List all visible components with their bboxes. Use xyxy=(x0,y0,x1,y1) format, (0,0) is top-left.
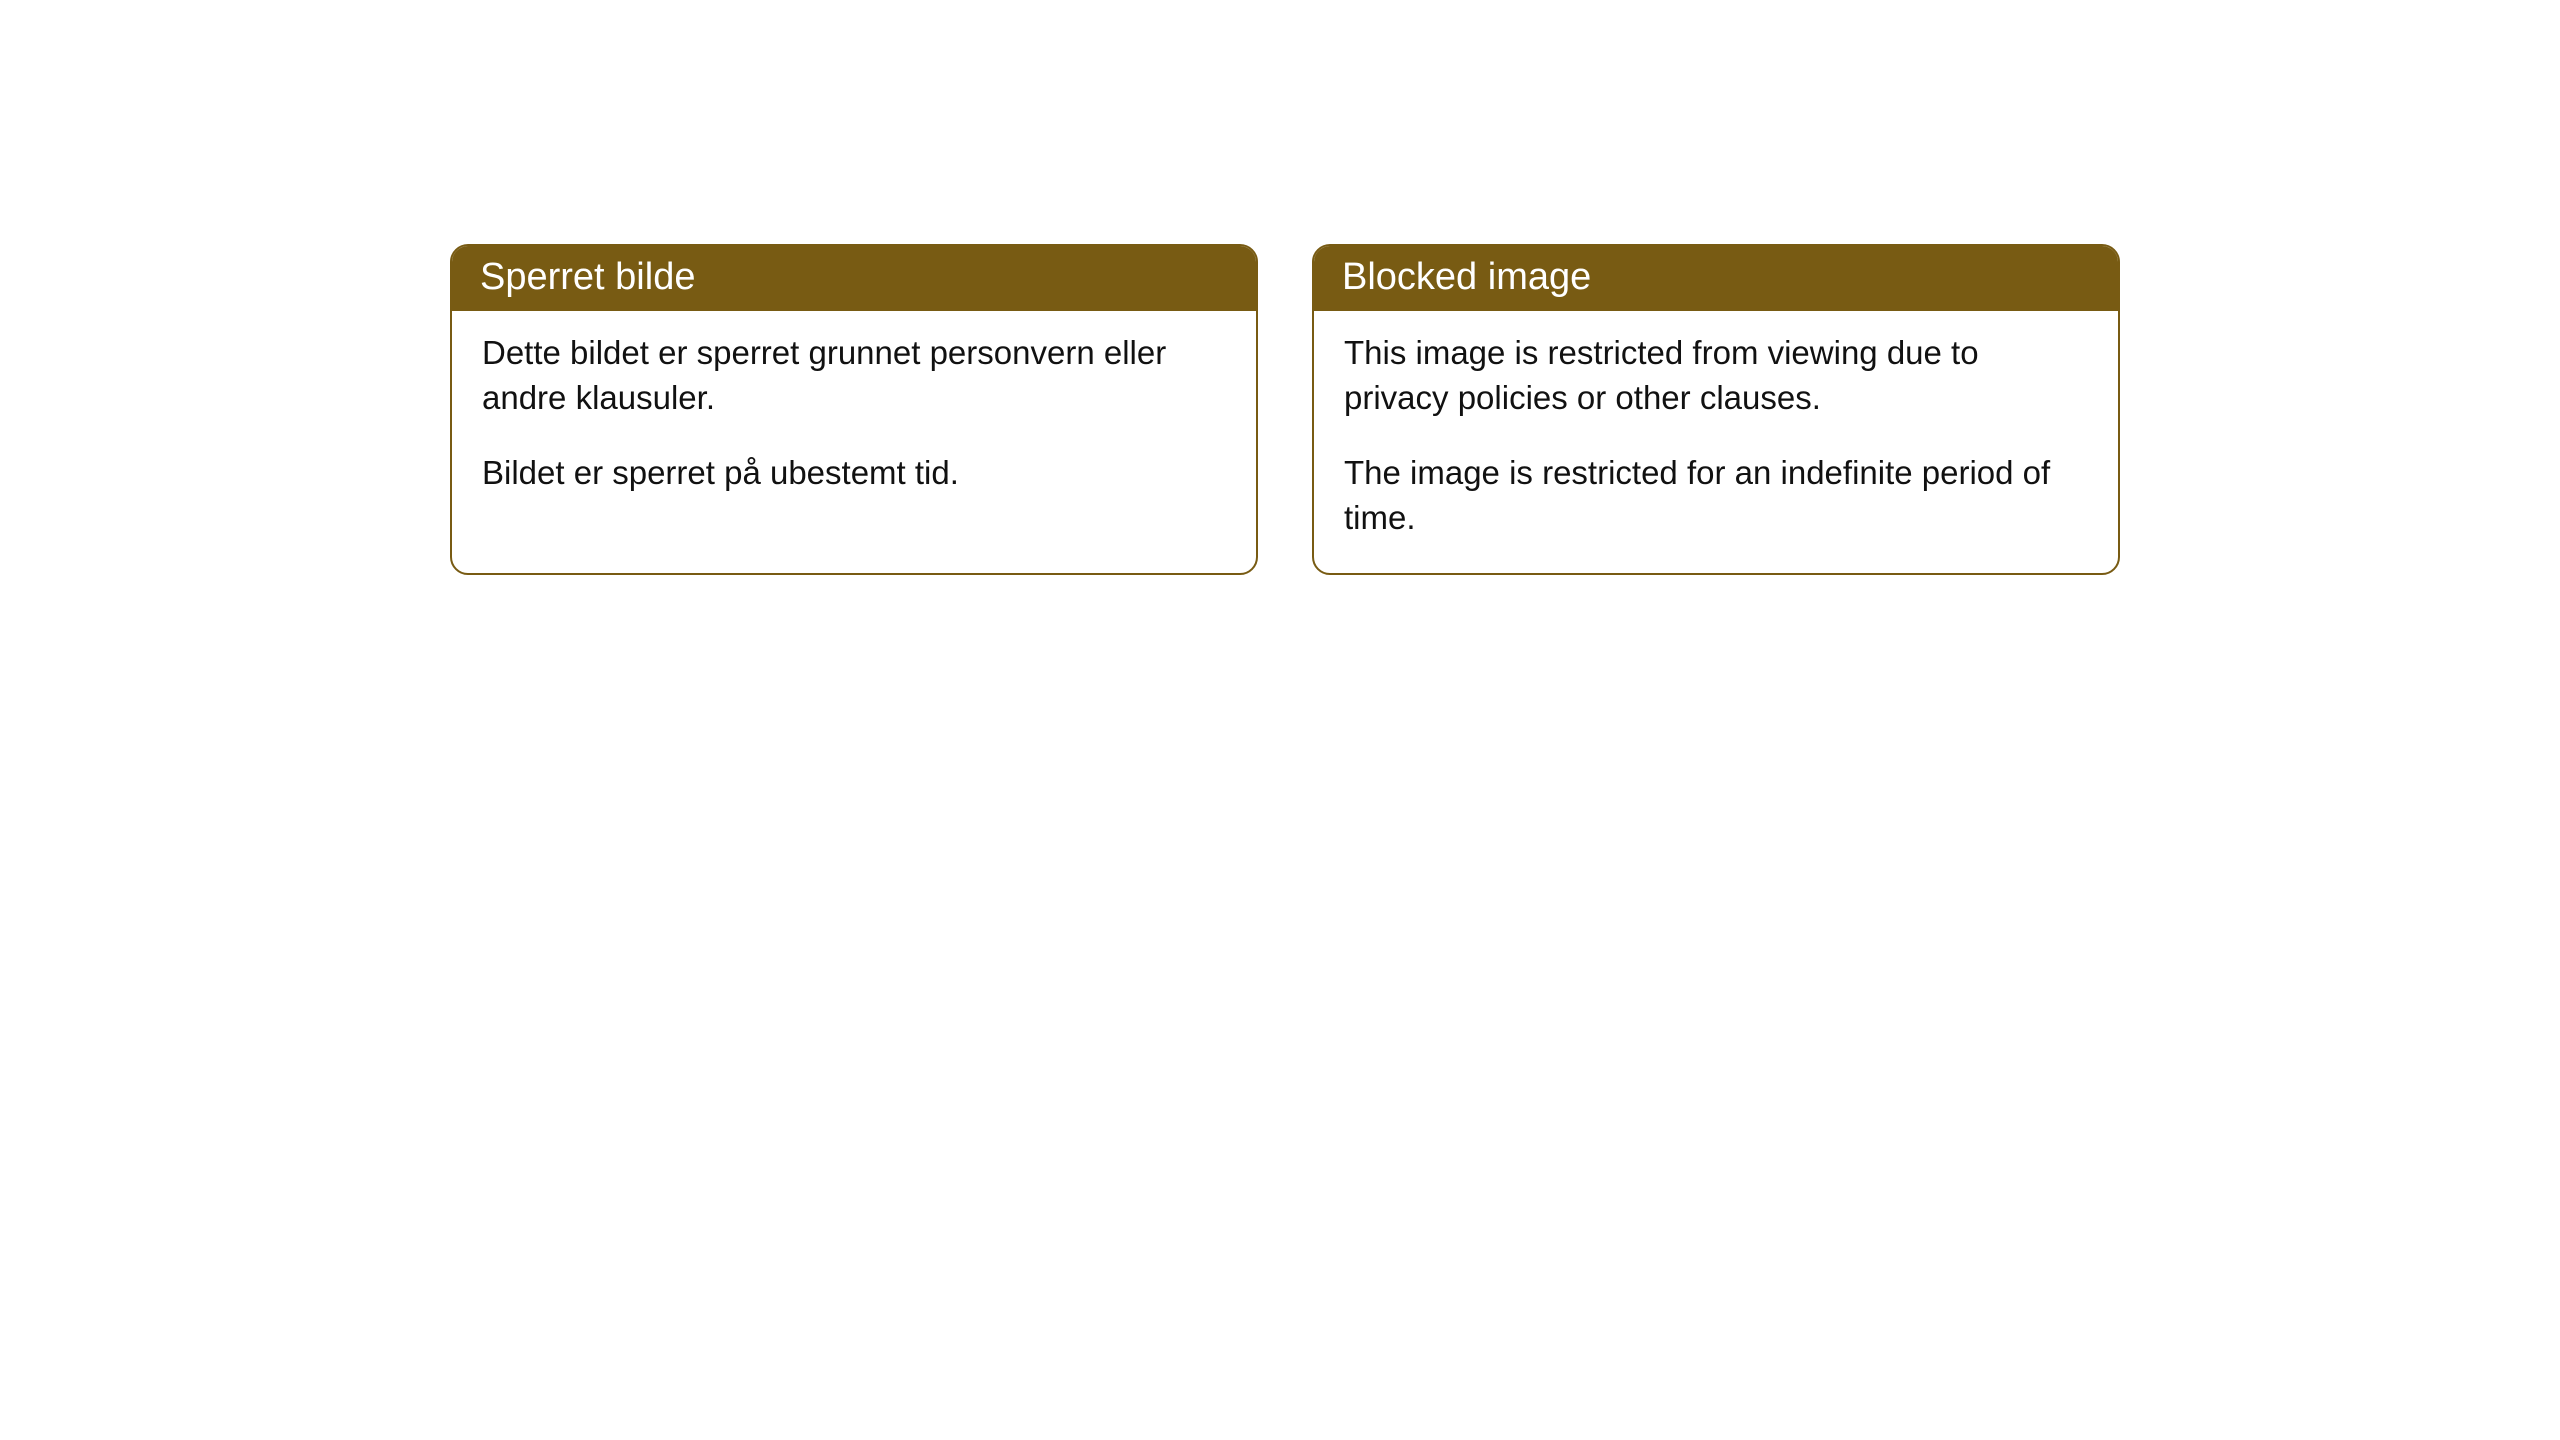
card-paragraph: The image is restricted for an indefinit… xyxy=(1344,451,2088,541)
card-paragraph: Dette bildet er sperret grunnet personve… xyxy=(482,331,1226,421)
card-header: Sperret bilde xyxy=(452,246,1256,311)
notice-card-english: Blocked image This image is restricted f… xyxy=(1312,244,2120,575)
card-paragraph: This image is restricted from viewing du… xyxy=(1344,331,2088,421)
notice-cards-container: Sperret bilde Dette bildet er sperret gr… xyxy=(450,244,2560,575)
card-body: This image is restricted from viewing du… xyxy=(1314,311,2118,573)
card-body: Dette bildet er sperret grunnet personve… xyxy=(452,311,1256,528)
notice-card-norwegian: Sperret bilde Dette bildet er sperret gr… xyxy=(450,244,1258,575)
card-header: Blocked image xyxy=(1314,246,2118,311)
card-paragraph: Bildet er sperret på ubestemt tid. xyxy=(482,451,1226,496)
